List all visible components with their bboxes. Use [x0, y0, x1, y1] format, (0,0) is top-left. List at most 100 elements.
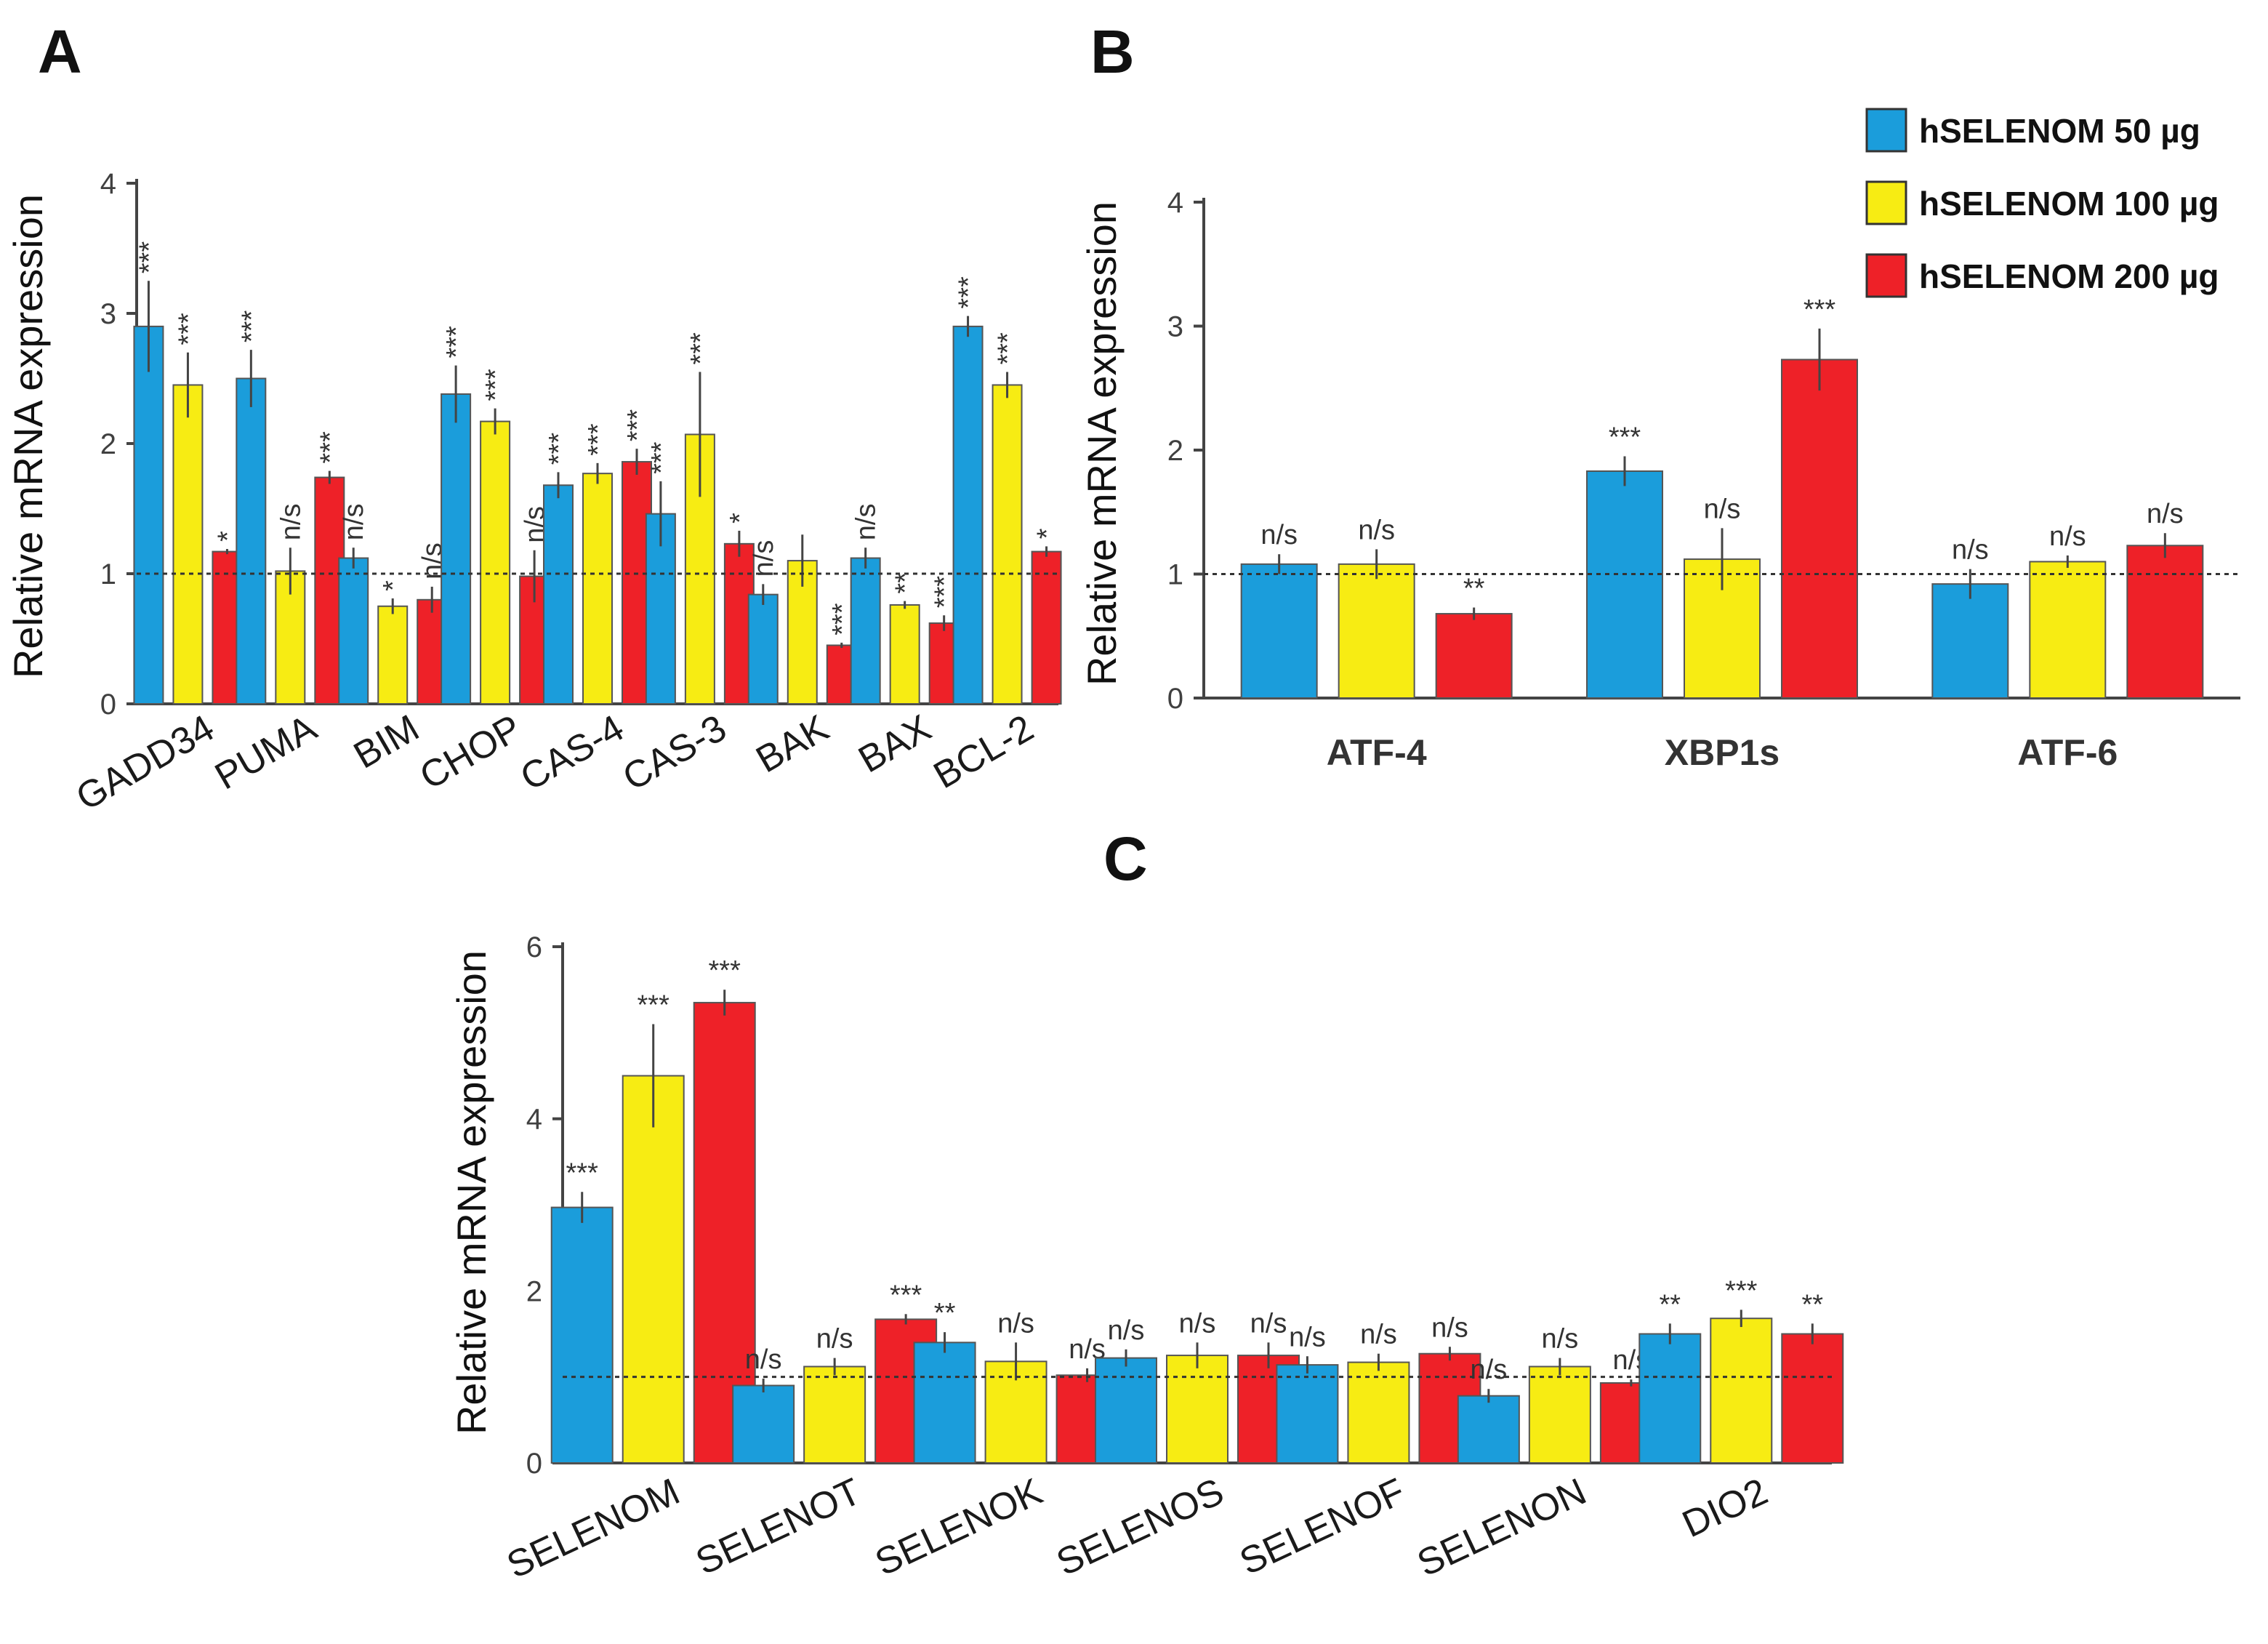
- bar-a-cas-4-2: [582, 473, 613, 705]
- bar-c-selenot-2: [803, 1366, 866, 1464]
- significance-label-c: n/s: [1360, 1320, 1397, 1350]
- significance-label-b: n/s: [1358, 515, 1395, 545]
- legend-label-3: hSELENOM 200 µg: [1919, 257, 2219, 295]
- x-tick-label-b: ATF-4: [1327, 732, 1427, 773]
- x-tick-label-c: SELENOS: [1050, 1470, 1230, 1584]
- significance-label-a: ***: [622, 409, 653, 442]
- y-tick-label-a: 2: [100, 428, 116, 460]
- y-axis-label-a: Relative mRNA expression: [5, 194, 51, 678]
- x-tick-label-c: SELENOF: [1234, 1470, 1412, 1583]
- y-axis-label-c: Relative mRNA expression: [449, 950, 494, 1435]
- significance-label-c: n/s: [1431, 1312, 1468, 1343]
- significance-label-c: ***: [709, 955, 741, 986]
- legend-swatch-2: [1865, 180, 1907, 225]
- bar-a-chop-2: [480, 420, 511, 705]
- significance-label-c: n/s: [816, 1324, 853, 1355]
- bar-b-atf-4-1: [1240, 563, 1318, 699]
- bar-a-bax-2: [889, 604, 920, 705]
- significance-label-c: n/s: [1108, 1315, 1145, 1346]
- y-tick-label-b: 2: [1167, 435, 1183, 467]
- significance-label-a: n/s: [749, 540, 779, 577]
- bar-c-selenof-2: [1347, 1361, 1410, 1464]
- bar-c-dio2-1: [1638, 1333, 1702, 1464]
- significance-label-c: **: [1659, 1289, 1681, 1320]
- significance-label-a: *: [1032, 528, 1063, 539]
- significance-label-c: **: [1801, 1289, 1823, 1320]
- significance-label-b: n/s: [2147, 499, 2184, 529]
- significance-label-c: n/s: [1179, 1308, 1216, 1339]
- bar-c-selenom-1: [550, 1206, 614, 1464]
- bar-c-selenos-2: [1166, 1355, 1228, 1464]
- y-tick-label-b: 1: [1167, 559, 1183, 591]
- significance-label-a: ***: [685, 332, 716, 365]
- significance-label-b: n/s: [1952, 535, 1989, 566]
- bar-a-bim-2: [377, 605, 409, 705]
- significance-label-a: ***: [441, 326, 472, 358]
- bar-a-gadd34-2: [172, 384, 204, 705]
- bar-a-bcl-2-3: [1031, 550, 1062, 705]
- significance-label-a: *: [212, 531, 243, 542]
- panel-label-b: B: [1090, 17, 1135, 86]
- significance-label-a: ***: [954, 276, 984, 309]
- y-tick-label-b: 3: [1167, 311, 1183, 343]
- bar-c-selenom-2: [622, 1075, 685, 1464]
- significance-label-b: n/s: [1704, 494, 1741, 524]
- y-tick-label-c: 6: [526, 931, 542, 963]
- significance-label-a: ***: [646, 441, 677, 474]
- significance-label-a: **: [890, 572, 921, 594]
- significance-label-c: ***: [1725, 1275, 1758, 1306]
- bar-c-dio2-2: [1710, 1318, 1773, 1464]
- y-tick-label-b: 0: [1167, 683, 1183, 715]
- significance-label-a: ***: [315, 431, 345, 464]
- x-tick-label-c: SELENOK: [869, 1470, 1048, 1584]
- x-tick-label-a: CHOP: [413, 707, 528, 798]
- y-tick-label-c: 0: [526, 1448, 542, 1480]
- bar-a-gadd34-1: [133, 325, 164, 705]
- y-tick-label-a: 1: [100, 558, 116, 590]
- y-tick-label-a: 4: [100, 168, 116, 200]
- bar-a-bak-1: [747, 593, 779, 705]
- bar-a-chop-1: [441, 393, 472, 705]
- legend: hSELENOM 50 µg hSELENOM 100 µg hSELENOM 20…: [1865, 108, 2219, 298]
- bar-b-atf-6-2: [2029, 561, 2107, 699]
- bar-c-selenot-1: [732, 1384, 795, 1464]
- legend-swatch-1: [1865, 108, 1907, 153]
- x-tick-label-a: BIM: [347, 707, 426, 777]
- bar-a-bim-1: [338, 557, 369, 705]
- x-tick-label-a: CAS-4: [513, 707, 631, 799]
- x-tick-label-c: DIO2: [1676, 1470, 1774, 1546]
- legend-swatch-3: [1865, 253, 1907, 298]
- significance-label-c: n/s: [1289, 1322, 1326, 1352]
- significance-label-a: ***: [173, 313, 204, 345]
- x-tick-label-a: GADD34: [69, 707, 221, 819]
- legend-label-2: hSELENOM 100 µg: [1919, 185, 2219, 222]
- significance-label-a: n/s: [339, 503, 369, 540]
- significance-label-c: ***: [638, 990, 670, 1021]
- bar-b-atf-4-2: [1338, 563, 1415, 699]
- significance-label-c: n/s: [1542, 1324, 1579, 1355]
- significance-label-a: n/s: [851, 503, 882, 540]
- significance-label-a: ***: [583, 423, 614, 456]
- bar-b-xbp1s-1: [1586, 470, 1663, 699]
- x-tick-label-b: XBP1s: [1665, 732, 1780, 773]
- significance-label-a: ***: [993, 332, 1024, 365]
- significance-label-c: ***: [566, 1158, 599, 1188]
- panel-label-a: A: [38, 17, 82, 86]
- significance-label-a: *: [378, 580, 409, 591]
- x-tick-label-a: CAS-3: [616, 707, 733, 799]
- bar-b-atf-6-3: [2126, 545, 2204, 699]
- y-tick-label-a: 0: [100, 689, 116, 721]
- significance-label-c: ***: [890, 1280, 922, 1310]
- bar-c-selenon-1: [1457, 1395, 1520, 1464]
- y-tick-label-c: 4: [526, 1104, 542, 1136]
- bar-b-xbp1s-3: [1781, 358, 1858, 699]
- significance-label-b: **: [1463, 574, 1485, 604]
- x-tick-label-c: SELENON: [1411, 1470, 1593, 1585]
- x-tick-label-a: BAX: [852, 707, 938, 781]
- chart-panel-b: 0 1 2 3 4 Relative mRNA expression n/s n/s ** ATF…: [1079, 187, 2240, 773]
- significance-label-c: **: [934, 1298, 956, 1328]
- significance-label-c: n/s: [1250, 1308, 1287, 1339]
